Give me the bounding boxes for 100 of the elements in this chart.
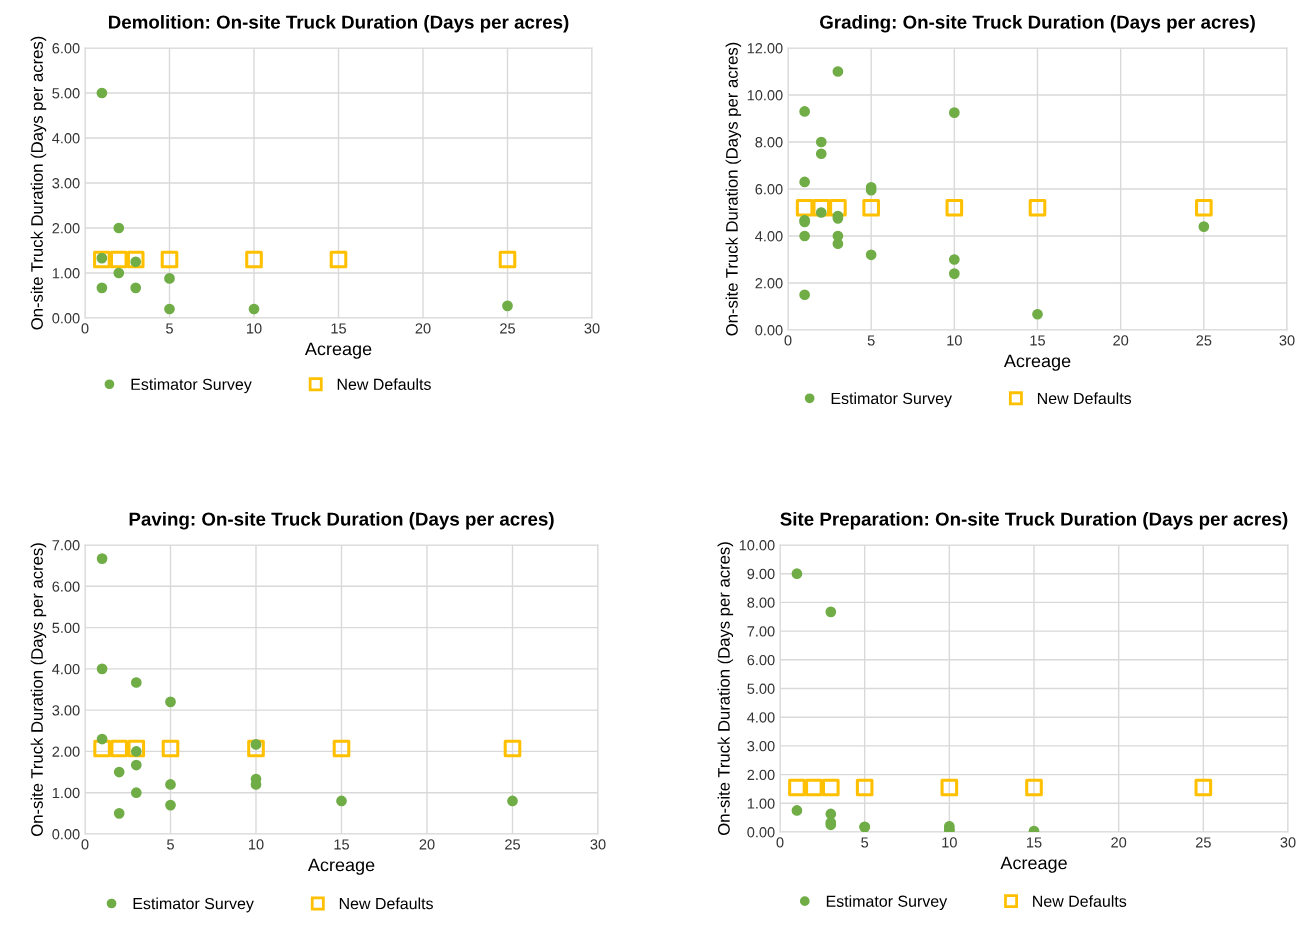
y-tick-label: 4.00 [52,663,80,675]
x-tick-label: 30 [1279,335,1295,346]
point [507,795,518,807]
point [791,568,803,580]
point [799,176,810,188]
x-tick-label: 10 [249,839,264,850]
point [96,87,108,99]
point [1194,778,1213,797]
point [812,198,831,217]
point [1028,198,1047,217]
point [113,267,125,279]
x-tick-label: 25 [505,839,520,850]
point [113,222,125,234]
y-tick-label: 2.00 [52,223,80,234]
point [248,303,260,315]
legend-label: New Defaults [339,897,433,910]
x-tick-label: 25 [1195,837,1211,848]
x-tick-label: 30 [590,839,606,850]
y-tick-label: 7.00 [747,626,775,637]
y-tick-label: 5.00 [52,88,80,99]
point [130,677,142,688]
y-tick-label: 1.00 [52,787,80,799]
point [165,696,176,708]
point [130,787,142,799]
y-tick-label: 10.00 [747,90,783,101]
point [502,300,513,312]
point [799,230,810,242]
y-tick-label: 0.00 [52,829,80,840]
point [1025,778,1043,797]
point [948,107,960,118]
y-tick-label: 6.00 [52,581,80,592]
point [245,250,263,269]
y-tick-label: 8.00 [755,137,783,148]
chart-title: Demolition: On-site Truck Duration (Days per acres) [108,14,569,33]
point [110,739,129,758]
y-axis-title: On-site Truck Duration (Days per acres) [30,543,47,836]
point [1032,308,1043,320]
point [130,759,142,771]
point [799,106,810,117]
point [96,282,108,294]
chart-title: Site Preparation: On-site Truck Duration (Days per acres) [780,511,1288,530]
point [113,766,125,778]
y-tick-label: 2.00 [747,769,775,781]
x-tick-label: 0 [784,335,792,346]
point [247,739,265,758]
point [815,136,827,148]
x-axis-title: Acreage [304,342,372,359]
y-tick-label: 2.00 [755,278,783,289]
point [503,739,522,758]
point [865,249,877,261]
y-axis-title: On-site Truck Duration (Days per acres) [30,36,47,330]
x-tick-label: 10 [247,323,262,334]
chart-title: Grading: On-site Truck Duration (Days per acres) [820,14,1255,33]
point [96,733,108,745]
y-tick-label: 0.00 [755,325,783,336]
x-tick-label: 20 [419,839,435,850]
point [130,282,142,294]
point [832,66,844,77]
point [1198,221,1210,232]
x-tick-label: 0 [81,323,89,334]
point [127,739,146,758]
point [829,198,847,217]
legend-label: Estimator Survey [831,392,952,408]
y-tick-label: 3.00 [52,178,80,189]
point [862,198,880,217]
y-tick-label: 10.00 [739,540,775,551]
x-tick-label: 15 [334,839,349,850]
y-tick-label: 0.00 [747,827,775,838]
y-tick-label: 8.00 [747,597,775,608]
y-tick-label: 6.00 [755,184,783,195]
point [788,778,806,797]
y-tick-label: 2.00 [52,746,80,757]
point [336,795,347,807]
x-tick-label: 5 [166,323,173,334]
y-tick-label: 5.00 [52,622,80,633]
point [332,739,351,758]
point [164,303,175,315]
y-tick-label: 9.00 [747,568,775,580]
y-tick-label: 7.00 [52,540,80,551]
x-tick-label: 25 [1196,335,1212,346]
point [329,250,348,269]
x-tick-label: 5 [167,839,174,850]
point [795,198,814,217]
y-tick-label: 0.00 [52,313,80,324]
y-tick-label: 5.00 [747,683,775,694]
x-axis-title: Acreage [1003,354,1071,371]
point [93,250,111,269]
x-tick-label: 0 [776,837,784,848]
y-tick-label: 12.00 [747,43,783,54]
x-tick-label: 30 [584,323,600,334]
point [165,799,176,811]
point [940,778,959,797]
point [815,148,827,160]
point [945,198,964,217]
point [825,606,837,618]
y-tick-label: 1.00 [52,268,80,279]
x-tick-label: 10 [947,335,962,346]
y-axis-title: On-site Truck Duration (Days per acres) [717,542,734,835]
point [821,778,840,797]
x-tick-label: 25 [500,323,515,334]
